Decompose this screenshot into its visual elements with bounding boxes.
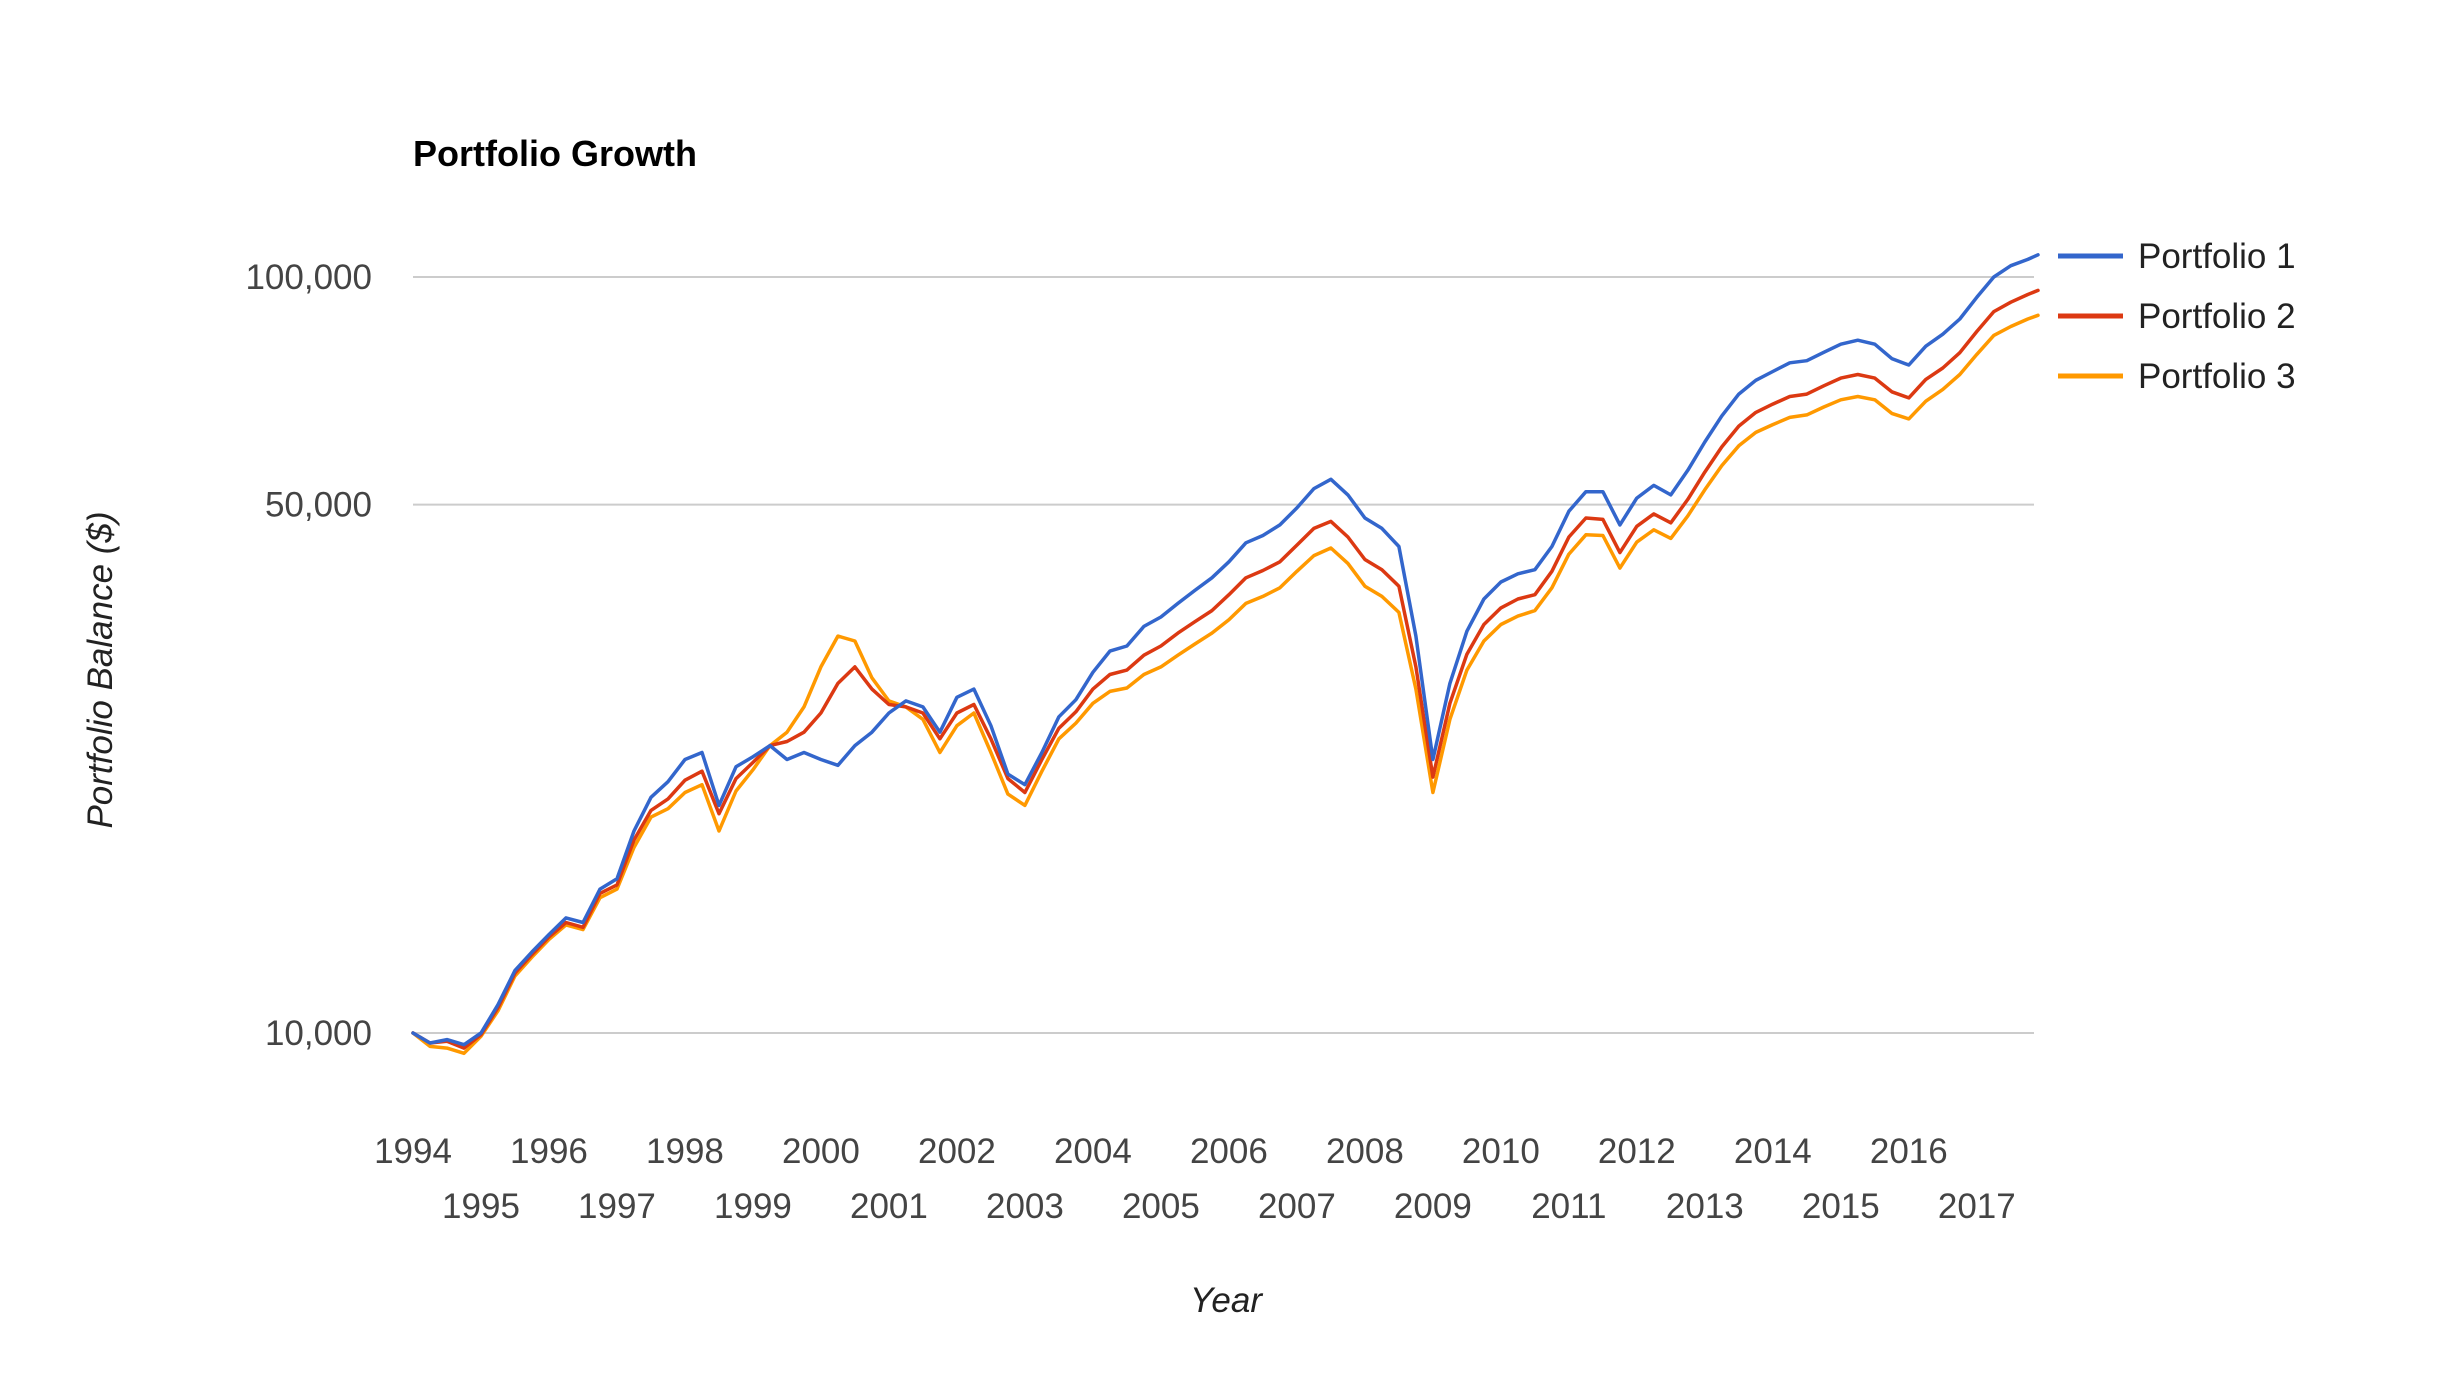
- x-tick-label: 2015: [1802, 1187, 1880, 1226]
- legend-label-portfolio-1: Portfolio 1: [2138, 237, 2296, 276]
- x-axis-title: Year: [1190, 1281, 1263, 1320]
- x-tick-label: 1996: [510, 1132, 588, 1171]
- x-tick-label: 2017: [1938, 1187, 2016, 1226]
- series-line-portfolio-2: [411, 288, 2040, 1050]
- x-tick-label: 2000: [782, 1132, 860, 1171]
- x-tick-label: 2011: [1531, 1187, 1606, 1226]
- x-tick-label: 2007: [1258, 1187, 1336, 1226]
- series-line-portfolio-1: [411, 253, 2040, 1047]
- x-tick-label: 2013: [1666, 1187, 1744, 1226]
- x-tick-label: 1999: [714, 1187, 792, 1226]
- y-tick-label: 50,000: [265, 486, 372, 525]
- x-tick-label: 2001: [850, 1187, 928, 1226]
- x-tick-label: 2006: [1190, 1132, 1268, 1171]
- x-tick-label: 2016: [1870, 1132, 1948, 1171]
- x-tick-label: 2010: [1462, 1132, 1540, 1171]
- gridlines: [413, 276, 2034, 1034]
- x-tick-label: 2003: [986, 1187, 1064, 1226]
- x-tick-label: 2009: [1394, 1187, 1472, 1226]
- y-tick-label: 10,000: [265, 1014, 372, 1053]
- y-axis-ticks: 10,000 50,000 100,000: [245, 258, 372, 1053]
- legend-label-portfolio-3: Portfolio 3: [2138, 357, 2296, 396]
- x-tick-label: 2004: [1054, 1132, 1132, 1171]
- series-lines: [411, 253, 2040, 1056]
- legend: Portfolio 1 Portfolio 2 Portfolio 3: [2058, 237, 2296, 396]
- x-tick-label: 1998: [646, 1132, 724, 1171]
- x-tick-label: 2012: [1598, 1132, 1676, 1171]
- x-tick-label: 1995: [442, 1187, 520, 1226]
- y-axis-title: Portfolio Balance ($): [81, 511, 120, 828]
- series-line-portfolio-3: [411, 313, 2040, 1056]
- x-tick-label: 2005: [1122, 1187, 1200, 1226]
- x-tick-label: 2002: [918, 1132, 996, 1171]
- x-tick-label: 1994: [374, 1132, 452, 1171]
- x-axis-ticks: 1994 1995 1996 1997 1998 1999 2000 2001 2002 2003…: [374, 1132, 2016, 1226]
- x-tick-label: 2008: [1326, 1132, 1404, 1171]
- x-tick-label: 1997: [578, 1187, 656, 1226]
- y-tick-label: 100,000: [245, 258, 372, 297]
- x-tick-label: 2014: [1734, 1132, 1812, 1171]
- legend-label-portfolio-2: Portfolio 2: [2138, 297, 2296, 336]
- chart-title: Portfolio Growth: [413, 133, 697, 174]
